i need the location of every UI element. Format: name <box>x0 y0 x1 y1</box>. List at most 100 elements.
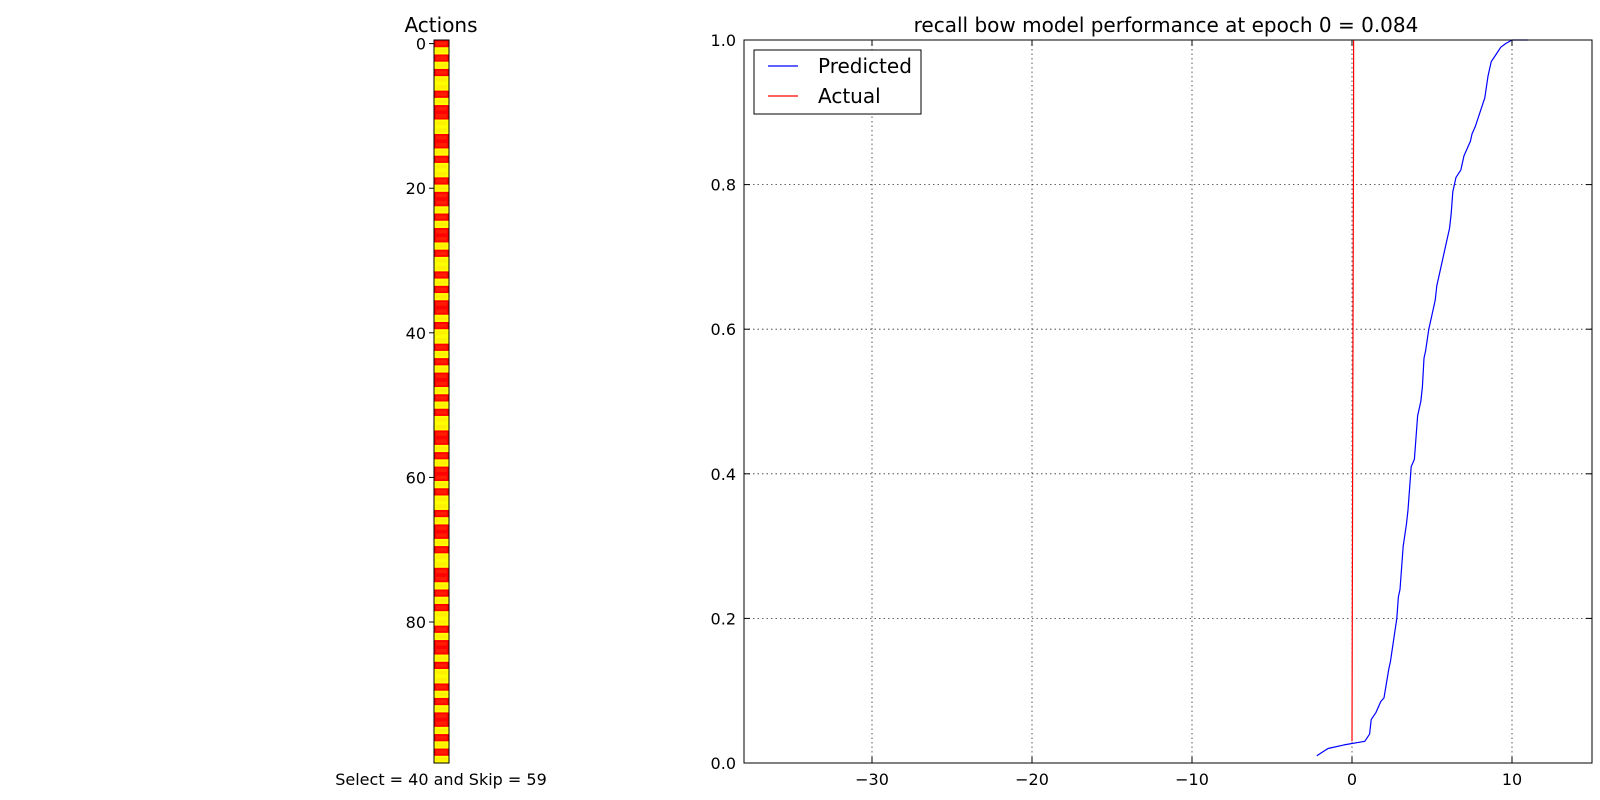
heatmap-cell-shade <box>436 388 447 393</box>
heatmap-cell <box>434 184 449 193</box>
heatmap-cell-shade <box>436 634 447 639</box>
xtick-label: 0 <box>1347 770 1357 789</box>
heatmap-cell-shade <box>436 735 447 740</box>
heatmap-cell-shade <box>436 424 447 429</box>
heatmap-cell <box>434 567 449 576</box>
heatmap-cell <box>434 242 449 251</box>
heatmap-cell <box>434 524 449 533</box>
heatmap-title: Actions <box>404 13 477 37</box>
heatmap-cell <box>434 54 449 63</box>
heatmap-cell-shade <box>436 706 447 711</box>
heatmap-cell <box>434 68 449 77</box>
legend-actual-label: Actual <box>818 84 881 108</box>
heatmap-cell-shade <box>436 128 447 133</box>
heatmap-cell <box>434 741 449 750</box>
heatmap-cell <box>434 625 449 634</box>
heatmap-cell <box>434 481 449 489</box>
heatmap-cell-shade <box>436 403 447 407</box>
heatmap-cell <box>434 119 449 128</box>
heatmap-cell <box>434 560 449 569</box>
heatmap-cell-shade <box>436 504 447 509</box>
heatmap-cell-shade <box>436 258 447 263</box>
heatmap-cell <box>434 148 449 157</box>
heatmap-cell-shade <box>436 323 447 328</box>
line-chart-title: recall bow model performance at epoch 0 … <box>914 13 1419 37</box>
heatmap-cell-shade <box>436 171 447 176</box>
heatmap-cell <box>434 278 449 287</box>
heatmap-cell-shade <box>436 237 447 241</box>
ytick-label: 0.0 <box>711 754 736 773</box>
xtick-label: −30 <box>855 770 889 789</box>
heatmap-cell <box>434 336 449 345</box>
heatmap-ytick-label: 20 <box>406 179 426 198</box>
heatmap-cell <box>434 415 449 424</box>
heatmap-cell-shade <box>436 721 447 726</box>
heatmap-cell <box>434 459 449 468</box>
heatmap-cell-shade <box>436 620 447 624</box>
heatmap-cell <box>434 90 449 99</box>
heatmap-cell-shade <box>436 490 447 494</box>
heatmap-cell <box>434 596 449 605</box>
heatmap-cell <box>434 647 449 656</box>
heatmap-cell-shade <box>436 562 447 566</box>
heatmap-cell-shade <box>436 273 447 277</box>
heatmap-cell <box>434 105 449 113</box>
heatmap-cell <box>434 155 449 164</box>
heatmap-cell-shade <box>436 179 447 183</box>
heatmap-y-axis: 0 20 40 60 80 <box>406 35 434 632</box>
series-line-actual <box>1351 40 1355 742</box>
heatmap-cell-shade <box>436 598 447 603</box>
heatmap-cell-shade <box>436 569 447 574</box>
heatmap-cell-shade <box>436 649 447 653</box>
actions-heatmap-panel: Actions 0 20 40 60 80 Select = 40 and Skip =… <box>335 13 547 789</box>
heatmap-cell <box>434 437 449 446</box>
heatmap-cell-shade <box>436 461 447 465</box>
heatmap-cell-shade <box>436 164 447 169</box>
heatmap-cell-shade <box>436 345 447 350</box>
heatmap-cell-shade <box>436 475 447 480</box>
heatmap-cell-shade <box>436 511 447 516</box>
heatmap-cell <box>434 444 449 453</box>
heatmap-cell-shade <box>436 533 447 538</box>
heatmap-cell-shade <box>436 157 447 162</box>
heatmap-cell-shade <box>436 663 447 668</box>
heatmap-cell <box>434 343 449 352</box>
heatmap-cell-shade <box>436 294 447 299</box>
heatmap-cell <box>434 40 449 48</box>
heatmap-cell <box>434 112 449 121</box>
heatmap-cell <box>434 654 449 663</box>
heatmap-cell-shade <box>436 555 447 559</box>
heatmap-cell <box>434 321 449 330</box>
heatmap-cell-shade <box>436 222 447 227</box>
heatmap-ytick-label: 80 <box>406 613 426 632</box>
heatmap-cell-shade <box>436 186 447 191</box>
heatmap-cell <box>434 76 449 84</box>
heatmap-cell-shade <box>436 714 447 718</box>
xtick-label: −20 <box>1015 770 1049 789</box>
heatmap-cell <box>434 575 449 583</box>
heatmap-cell-shade <box>436 309 447 313</box>
heatmap-cell <box>434 661 449 670</box>
heatmap-cell <box>434 495 449 504</box>
heatmap-cell <box>434 394 449 403</box>
heatmap-cell <box>434 546 449 554</box>
legend: Predicted Actual <box>753 49 922 115</box>
ytick-label: 0.6 <box>711 320 736 339</box>
heatmap-cell-shade <box>436 338 447 342</box>
heatmap-cell-shade <box>436 359 447 364</box>
heatmap-cell <box>434 401 449 410</box>
series-line-predicted <box>1316 39 1528 757</box>
heatmap-cell-shade <box>436 670 447 675</box>
heatmap-cell <box>434 676 449 685</box>
heatmap-cell <box>434 755 449 764</box>
heatmap-cell <box>434 683 449 692</box>
heatmap-cell <box>434 83 449 92</box>
heatmap-cell <box>434 748 449 757</box>
heatmap-cell <box>434 719 449 728</box>
heatmap-frame <box>433 39 450 764</box>
heatmap-caption: Select = 40 and Skip = 59 <box>335 770 547 789</box>
heatmap-cell <box>434 690 449 699</box>
heatmap-cell-shade <box>436 374 447 379</box>
xtick-label: 10 <box>1502 770 1522 789</box>
heatmap-cell <box>434 423 449 432</box>
